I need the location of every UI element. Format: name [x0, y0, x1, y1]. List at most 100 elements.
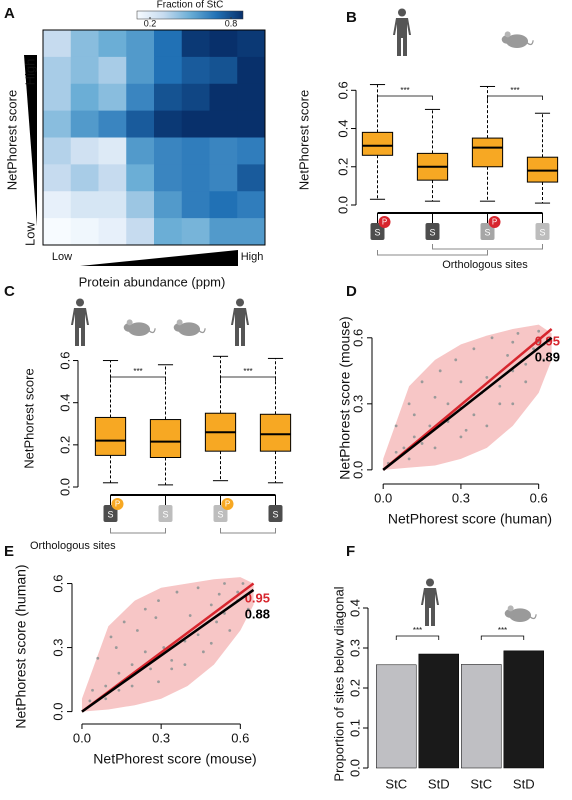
point	[524, 380, 528, 384]
y-tick-label: 0.0	[57, 478, 72, 496]
point	[511, 402, 515, 406]
y-tick-label: 0.6	[335, 81, 350, 99]
point	[215, 620, 218, 624]
heat-cell	[126, 137, 155, 165]
y-tick-label: 0.1	[347, 719, 362, 737]
human-icon	[393, 8, 411, 56]
panel-letter: B	[346, 9, 357, 26]
x-tick-label: 0.6	[530, 490, 548, 505]
bar	[461, 664, 502, 769]
sig-bracket	[110, 376, 166, 381]
point	[122, 620, 126, 624]
heat-cell	[70, 30, 99, 58]
site-box	[213, 505, 228, 522]
heat-cell	[70, 218, 99, 246]
heat-cell	[98, 191, 127, 219]
point	[91, 688, 94, 692]
fit-label: 0.89	[535, 349, 560, 364]
heat-cell	[209, 110, 238, 138]
heat-cell	[209, 56, 238, 85]
human-icon	[71, 298, 89, 346]
point	[498, 402, 502, 406]
heat-cell	[181, 83, 210, 112]
point	[511, 340, 515, 344]
point	[223, 582, 226, 585]
heat-cell	[154, 56, 183, 85]
x-tick-label: StD	[428, 776, 450, 791]
point	[446, 402, 450, 406]
sig-stars: ***	[243, 367, 252, 376]
point	[472, 413, 476, 417]
y-tick-label: 0.0	[350, 461, 365, 479]
fit-line	[81, 588, 255, 713]
site-box	[103, 505, 118, 522]
heat-cell	[126, 191, 155, 219]
x-tick-label: StD	[513, 776, 535, 791]
heat-cell	[98, 30, 127, 58]
point	[407, 457, 411, 461]
point	[130, 684, 134, 688]
point	[143, 650, 147, 654]
point	[459, 380, 463, 384]
heat-cell	[237, 110, 266, 138]
point	[524, 362, 528, 366]
heat-cell	[237, 191, 266, 219]
point	[196, 586, 200, 590]
x-tick-label: StC	[470, 776, 492, 791]
human-icon	[421, 578, 439, 626]
x-axis-label: NetPhorest score (human)	[388, 511, 552, 527]
heat-cell	[126, 56, 155, 85]
box	[361, 131, 394, 156]
y-axis-label: NetPhorest score	[21, 368, 36, 468]
site-label: S	[374, 227, 380, 237]
heat-cell	[70, 110, 99, 138]
site-box	[480, 223, 495, 240]
y-tick-label: 0.2	[347, 679, 362, 697]
box	[259, 413, 292, 452]
point	[104, 697, 108, 701]
colorbar	[136, 10, 244, 20]
phospho-mark	[221, 498, 234, 510]
heat-cell	[70, 191, 99, 219]
point	[114, 646, 118, 649]
sig-stars: ***	[133, 367, 142, 376]
panel-letter: E	[4, 543, 14, 560]
point	[433, 446, 437, 450]
y-tick-label: 0.4	[335, 119, 350, 137]
point	[394, 424, 398, 428]
heat-cell	[237, 137, 266, 165]
point	[407, 402, 411, 406]
point	[209, 603, 213, 607]
sig-stars: ***	[413, 626, 422, 635]
site-label: S	[484, 227, 490, 237]
heat-cell	[209, 83, 238, 112]
heat-cell	[209, 164, 238, 192]
point	[472, 347, 476, 351]
point	[464, 428, 468, 432]
point	[542, 358, 546, 362]
y-tick-label: 0.6	[57, 351, 72, 369]
heat-cell	[43, 83, 72, 112]
point	[490, 336, 494, 340]
y-tick-label: 0.0	[347, 759, 362, 777]
y-tick-label: 0.3	[350, 395, 365, 413]
point	[130, 663, 134, 667]
ortholog-bracket	[432, 244, 543, 250]
panel-letter: D	[346, 283, 357, 300]
heat-cell	[209, 30, 238, 58]
heat-cell	[70, 83, 99, 112]
x-end-label: High	[241, 251, 264, 263]
y-tick-label: 0.0	[335, 196, 350, 214]
point	[143, 607, 147, 611]
point	[117, 671, 121, 675]
ortholog-label: Orthologous sites	[30, 540, 116, 552]
sig-bracket	[220, 376, 276, 381]
heat-cell	[154, 218, 183, 246]
x-tick-label: 0.3	[152, 730, 170, 745]
point	[459, 435, 463, 439]
point	[188, 614, 192, 617]
y-axis-label: NetPhorest score	[4, 90, 19, 190]
x-tick-label: 0.0	[374, 490, 392, 505]
point	[149, 667, 152, 671]
